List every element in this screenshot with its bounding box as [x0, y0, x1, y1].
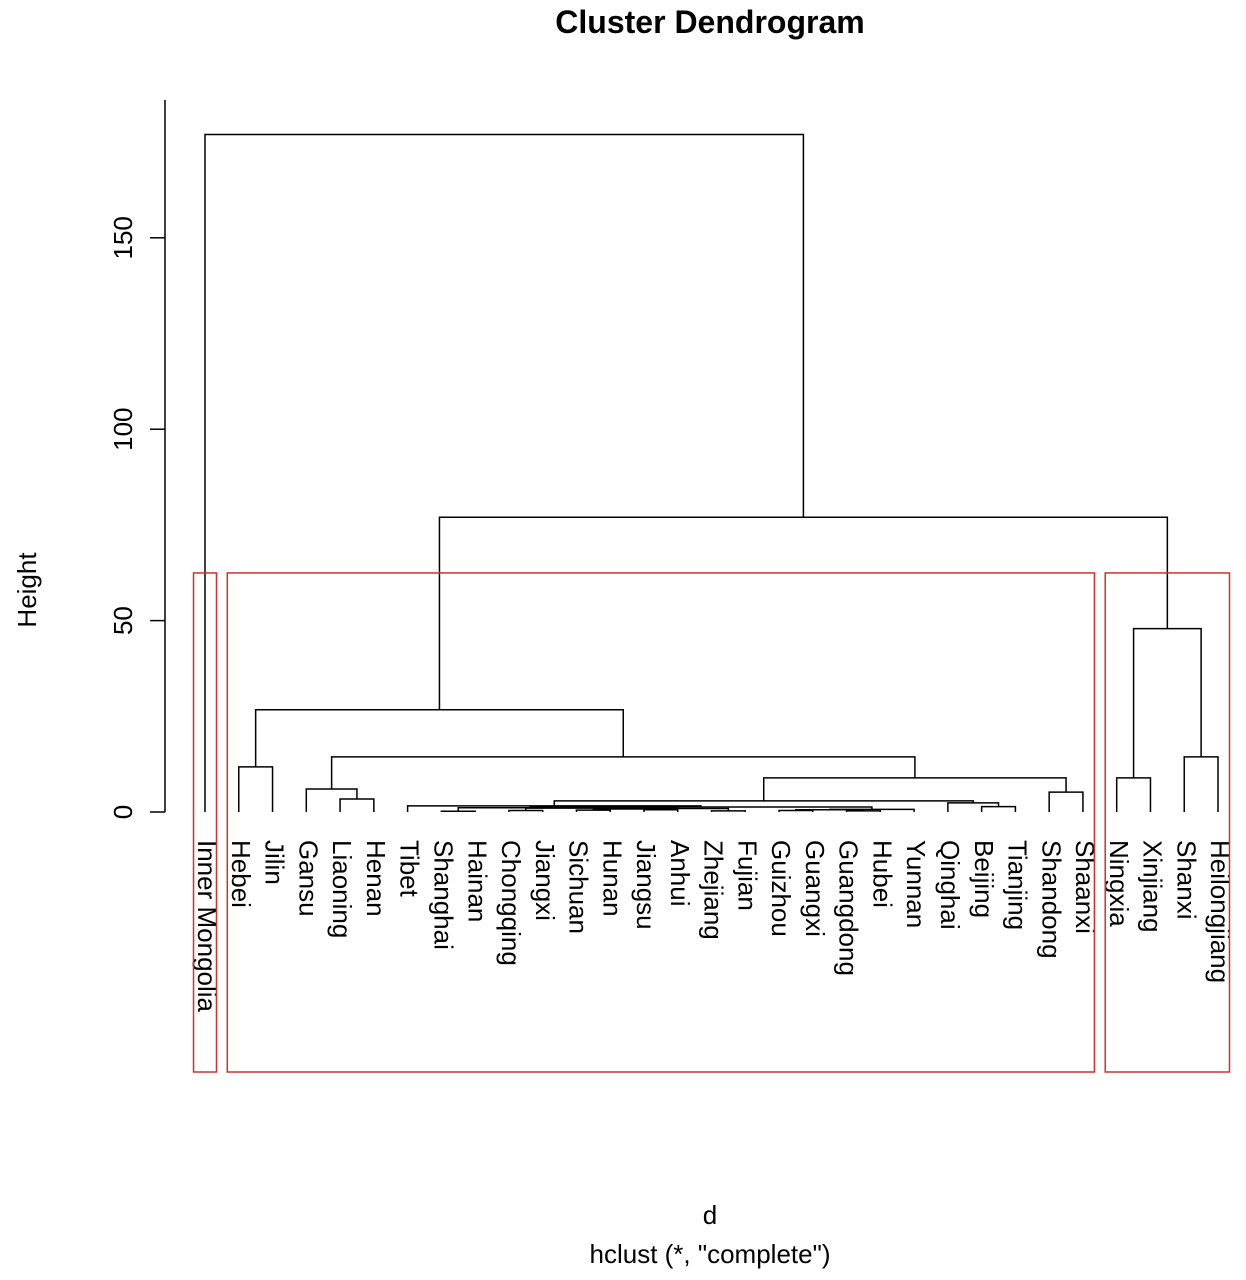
y-tick-label: 50 — [108, 606, 138, 635]
dendrogram-link — [339, 798, 375, 812]
dendrogram-link — [643, 808, 679, 812]
dendrogram-link — [1132, 627, 1202, 778]
leaf-label: Henan — [361, 840, 391, 917]
leaf-label: Liaoning — [327, 840, 357, 938]
leaf-label: Tibet — [395, 840, 425, 898]
dendrogram-link — [254, 709, 625, 767]
leaf-label: Shaanxi — [1070, 840, 1100, 934]
leaf-label: Guangxi — [800, 840, 830, 937]
leaf-label: Anhui — [665, 840, 695, 907]
leaf-label: Shanxi — [1171, 840, 1201, 920]
chart-title: Cluster Dendrogram — [555, 4, 864, 40]
leaf-label: Sichuan — [564, 840, 594, 934]
dendrogram-link — [947, 802, 1000, 812]
leaf-label: Beijing — [969, 840, 999, 918]
y-tick-label: 0 — [108, 805, 138, 819]
dendrogram-link — [238, 766, 274, 812]
leaf-label: Hebei — [226, 840, 256, 908]
leaf-label: Hunan — [597, 840, 627, 917]
leaf-label: Jiangxi — [530, 840, 560, 921]
dendrogram-link — [778, 809, 814, 812]
dendrogram-link — [1183, 756, 1219, 812]
dendrogram-link — [710, 810, 747, 812]
leaf-label: Zhejiang — [699, 840, 729, 940]
dendrogram-link — [762, 777, 1067, 801]
leaf-label: Yunnan — [901, 840, 931, 928]
leaf-label: Gansu — [293, 840, 323, 917]
dendrogram-link — [529, 806, 873, 810]
leaf-label: Jilin — [260, 840, 290, 885]
dendrogram-link — [575, 809, 611, 812]
y-axis-label: Height — [12, 552, 42, 628]
leaf-label: Guizhou — [766, 840, 796, 937]
dendrogram-link — [305, 788, 358, 812]
dendrogram-link — [330, 756, 916, 790]
dendrogram-link — [1115, 777, 1152, 812]
cluster-rect — [1104, 572, 1231, 1073]
x-axis-label: d — [703, 1200, 717, 1230]
leaf-label: Hubei — [867, 840, 897, 908]
leaf-label: Xinjiang — [1138, 840, 1168, 933]
leaf-label: Fujian — [732, 840, 762, 911]
leaf-label: Qinghai — [935, 840, 965, 930]
leaf-label: Chongqing — [496, 840, 526, 966]
leaf-label: Heilongjiang — [1205, 840, 1235, 983]
leaf-label: Ningxia — [1104, 840, 1134, 927]
leaf-label: Tianjing — [1003, 840, 1033, 930]
dendrogram-link — [438, 516, 1169, 710]
dendrogram-link — [1048, 791, 1084, 812]
dendrogram-link — [204, 133, 805, 812]
y-tick-label: 150 — [108, 216, 138, 259]
dendrogram-link — [440, 810, 476, 812]
dendrogram-link — [508, 809, 544, 812]
subtitle: hclust (*, "complete") — [590, 1239, 831, 1269]
leaf-label: Shanghai — [428, 840, 458, 950]
leaf-label: Inner Mongolia — [192, 840, 222, 1013]
leaf-label: Hainan — [462, 840, 492, 922]
leaf-label: Jiangsu — [631, 840, 661, 930]
y-tick-label: 100 — [108, 408, 138, 451]
dendrogram-link — [980, 805, 1017, 812]
dendrogram-link — [845, 810, 882, 812]
cluster-rect — [192, 572, 218, 1073]
leaf-label: Shandong — [1036, 840, 1066, 959]
cluster-rect — [226, 572, 1096, 1073]
leaf-label: Guangdong — [834, 840, 864, 976]
dendrogram-link — [553, 800, 974, 806]
